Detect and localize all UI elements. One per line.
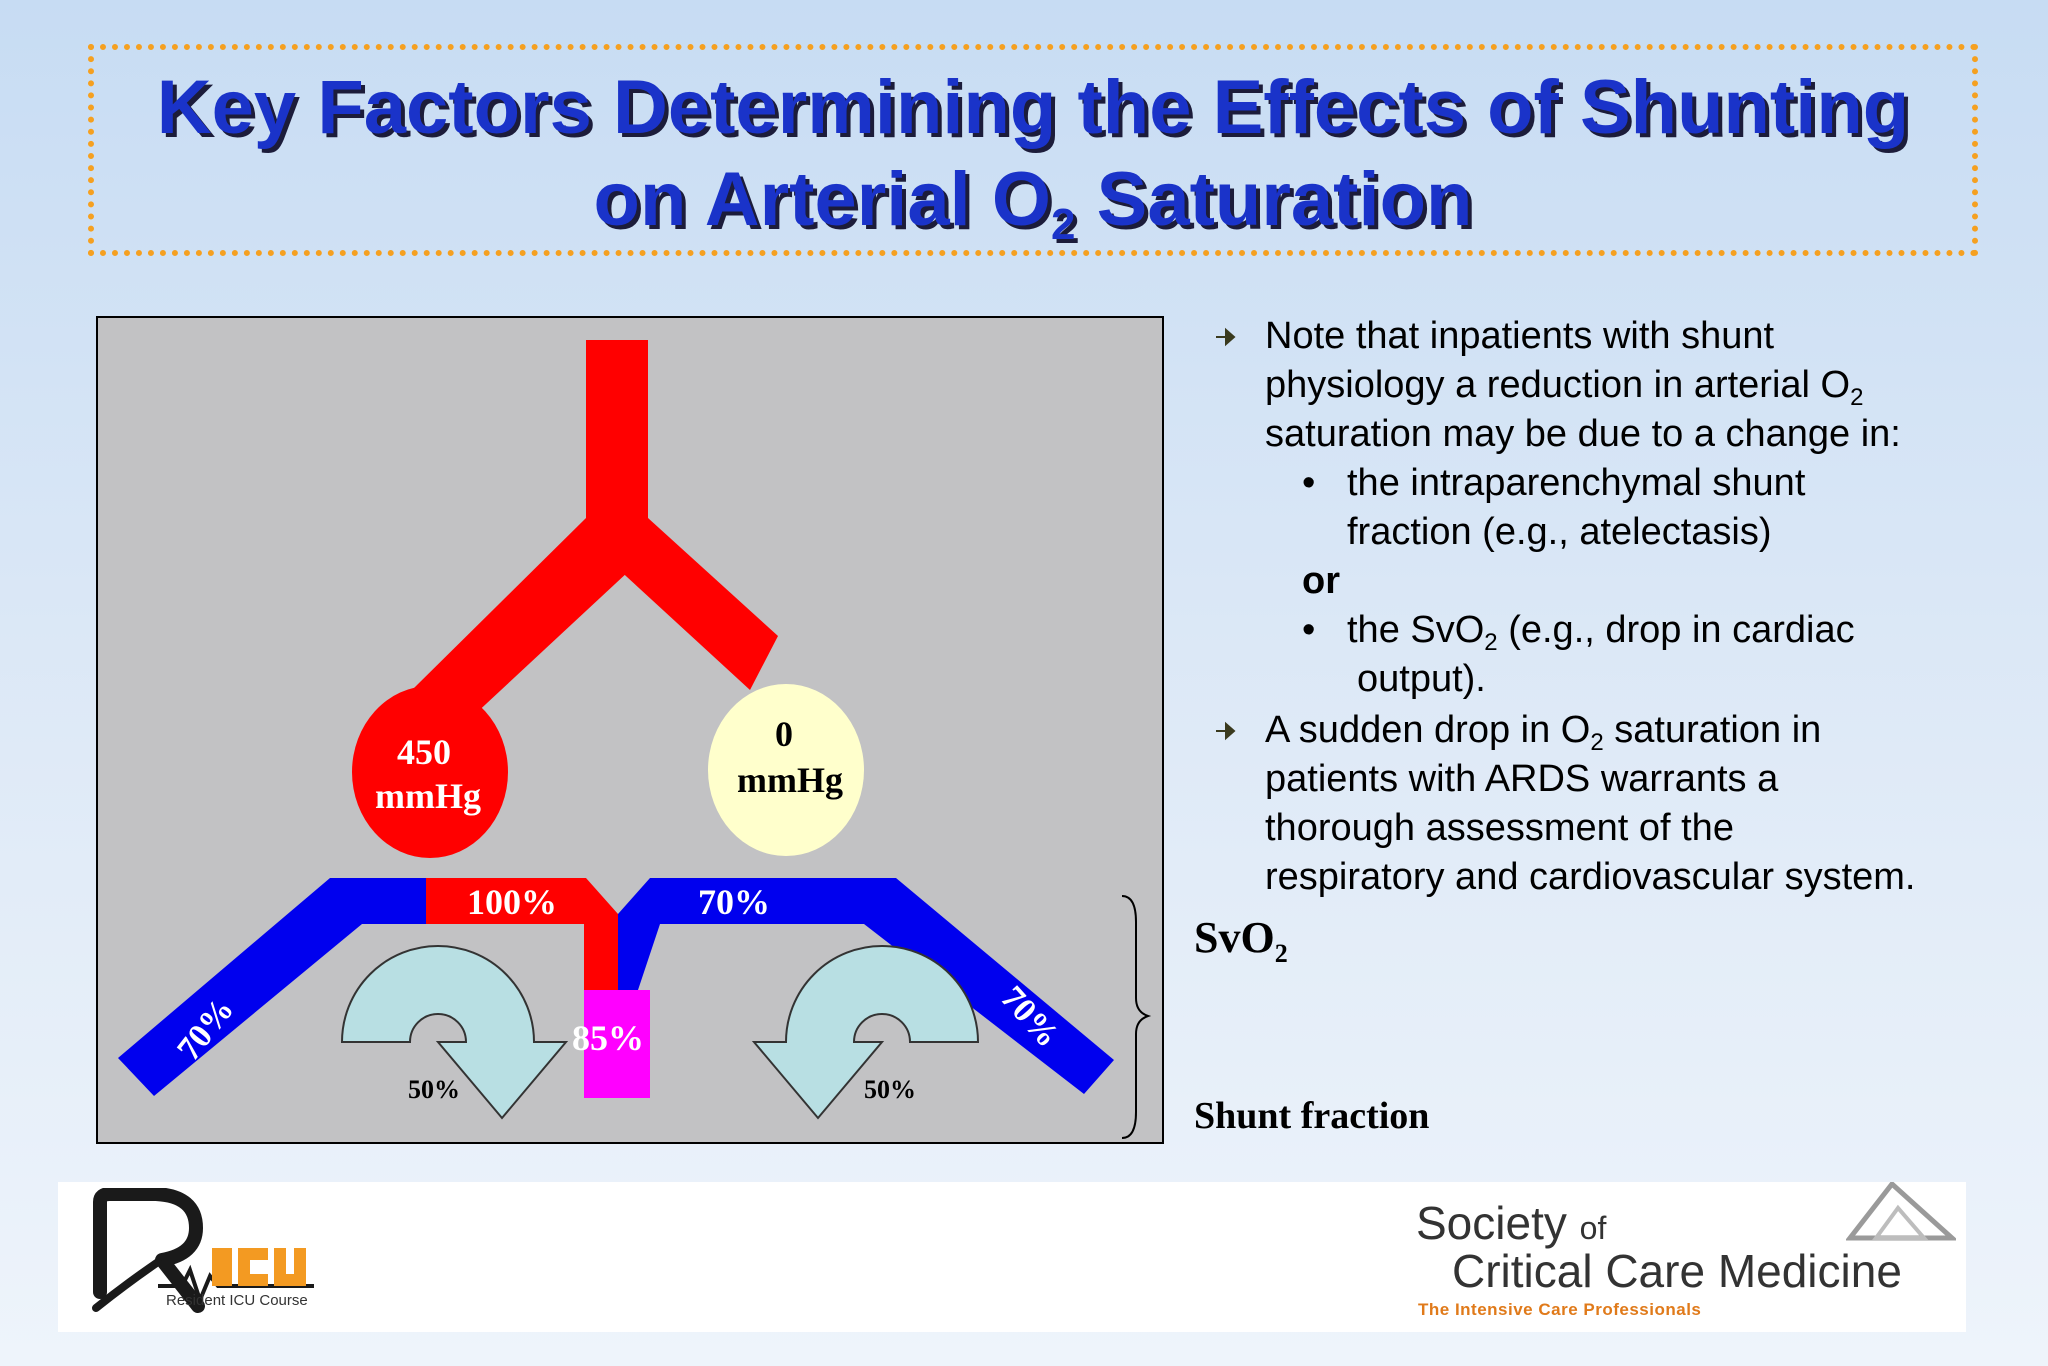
note-2-line-3: thorough assessment of the: [1265, 807, 1734, 849]
right-bronchus: [578, 518, 778, 690]
sub-2-line-1: the SvO2 (e.g., drop in cardiac: [1347, 606, 2012, 655]
notes-list: Note that inpatients with shunt physiolo…: [1212, 312, 2012, 902]
trachea: [586, 340, 648, 550]
mixed-outflow: [584, 990, 650, 1098]
svo2-text: SvO: [1194, 913, 1275, 962]
bullet-dot-icon: •: [1302, 462, 1316, 504]
title-line-2: on Arterial O2 Saturation: [88, 154, 1978, 249]
arrow-bullet-icon: [1216, 721, 1236, 741]
sccm-name-text: Critical Care Medicine: [1452, 1245, 1902, 1297]
note-2-text-start: A sudden drop in O: [1265, 709, 1591, 751]
note-1-line-1: Note that inpatients with shunt: [1265, 315, 1775, 357]
sccm-society-word: Society: [1416, 1197, 1567, 1249]
note-1-line-3: saturation may be due to a change in:: [1265, 413, 1901, 455]
left-alveolus-value: 450: [397, 732, 451, 772]
svo2-label: SvO2: [1194, 912, 1288, 967]
sub-1-line-2: fraction (e.g., atelectasis): [1347, 511, 1772, 553]
logo-footer: [58, 1182, 1966, 1332]
note-bullet-2: A sudden drop in O2 saturation in patien…: [1212, 706, 2012, 902]
left-flow-arrow: [340, 945, 569, 1120]
note-2-subscript: 2: [1590, 729, 1604, 756]
note-2-line-1: A sudden drop in O2 saturation in: [1265, 706, 2012, 755]
oxygenated-segment-label: 100%: [467, 882, 557, 922]
sub-bullet-1: • the intraparenchymal shunt fraction (e…: [1212, 459, 2012, 557]
or-separator: or: [1302, 560, 1340, 602]
ventilated-alveolus: [352, 686, 508, 858]
sub-2-text-end: (e.g., drop in cardiac: [1497, 609, 1855, 651]
left-oxygenated-segment: [426, 878, 618, 990]
note-1-line-2: physiology a reduction in arterial O2: [1265, 361, 2012, 410]
note-2-line-4: respiratory and cardiovascular system.: [1265, 856, 1916, 898]
sccm-triangle-logo: [1846, 1182, 1956, 1241]
sub-2-subscript: 2: [1484, 629, 1498, 656]
right-venous-segment: [618, 878, 1114, 1094]
left-alveolus-unit: mmHg: [375, 776, 481, 816]
left-bronchus: [414, 518, 658, 730]
sccm-tagline: The Intensive Care Professionals: [1418, 1300, 1702, 1319]
shunt-diagram: 450 mmHg 0 mmHg 100% 70% 85% 70% 70% 50%…: [96, 316, 1164, 1144]
venous-segment-label: 70%: [698, 882, 770, 922]
shunt-fraction-label: Shunt fraction: [1194, 1095, 1430, 1137]
slide-title: Key Factors Determining the Effects of S…: [88, 62, 1978, 249]
right-flow-arrow: [751, 945, 980, 1120]
shunt-diagram-svg: 450 mmHg 0 mmHg 100% 70% 85% 70% 70% 50%…: [118, 340, 1152, 1139]
note-1-subscript: 2: [1850, 384, 1864, 411]
sccm-of-word: of: [1579, 1210, 1607, 1246]
right-alveolus-unit: mmHg: [737, 760, 843, 800]
left-venous-limb: [118, 878, 426, 1096]
mixed-outflow-label: 85%: [572, 1018, 644, 1058]
arrow-bullet-icon: [1216, 327, 1236, 347]
sub-1-line-1: the intraparenchymal shunt: [1347, 462, 1806, 504]
sub-bullet-2: • the SvO2 (e.g., drop in cardiac output…: [1212, 606, 2012, 704]
title-frame: [88, 44, 1978, 256]
note-2-line-2: patients with ARDS warrants a: [1265, 758, 1779, 800]
svo2-subscript: 2: [1274, 939, 1288, 968]
title-line-2-end: Saturation: [1075, 157, 1473, 242]
bullet-dot-icon: •: [1302, 609, 1316, 651]
sccm-society-text: Society of: [1416, 1196, 1606, 1250]
sub-2-text-start: the SvO: [1347, 609, 1485, 651]
title-subscript: 2: [1051, 200, 1076, 249]
ricu-logo: [92, 1188, 314, 1313]
note-bullet-1: Note that inpatients with shunt physiolo…: [1212, 312, 2012, 459]
title-line-2-start: on Arterial O: [593, 157, 1052, 242]
ricu-caption: Resident ICU Course: [166, 1292, 308, 1309]
note-1-line-2-text: physiology a reduction in arterial O: [1265, 364, 1851, 406]
unventilated-alveolus: [708, 684, 864, 856]
right-flow-label: 50%: [864, 1075, 916, 1104]
svo2-bracket: [1121, 895, 1152, 1139]
left-flow-label: 50%: [408, 1075, 460, 1104]
note-2-text-end: saturation in: [1603, 709, 1822, 751]
title-line-1: Key Factors Determining the Effects of S…: [156, 65, 1910, 150]
sub-2-line-2: output).: [1357, 658, 1486, 700]
right-alveolus-value: 0: [775, 714, 793, 754]
